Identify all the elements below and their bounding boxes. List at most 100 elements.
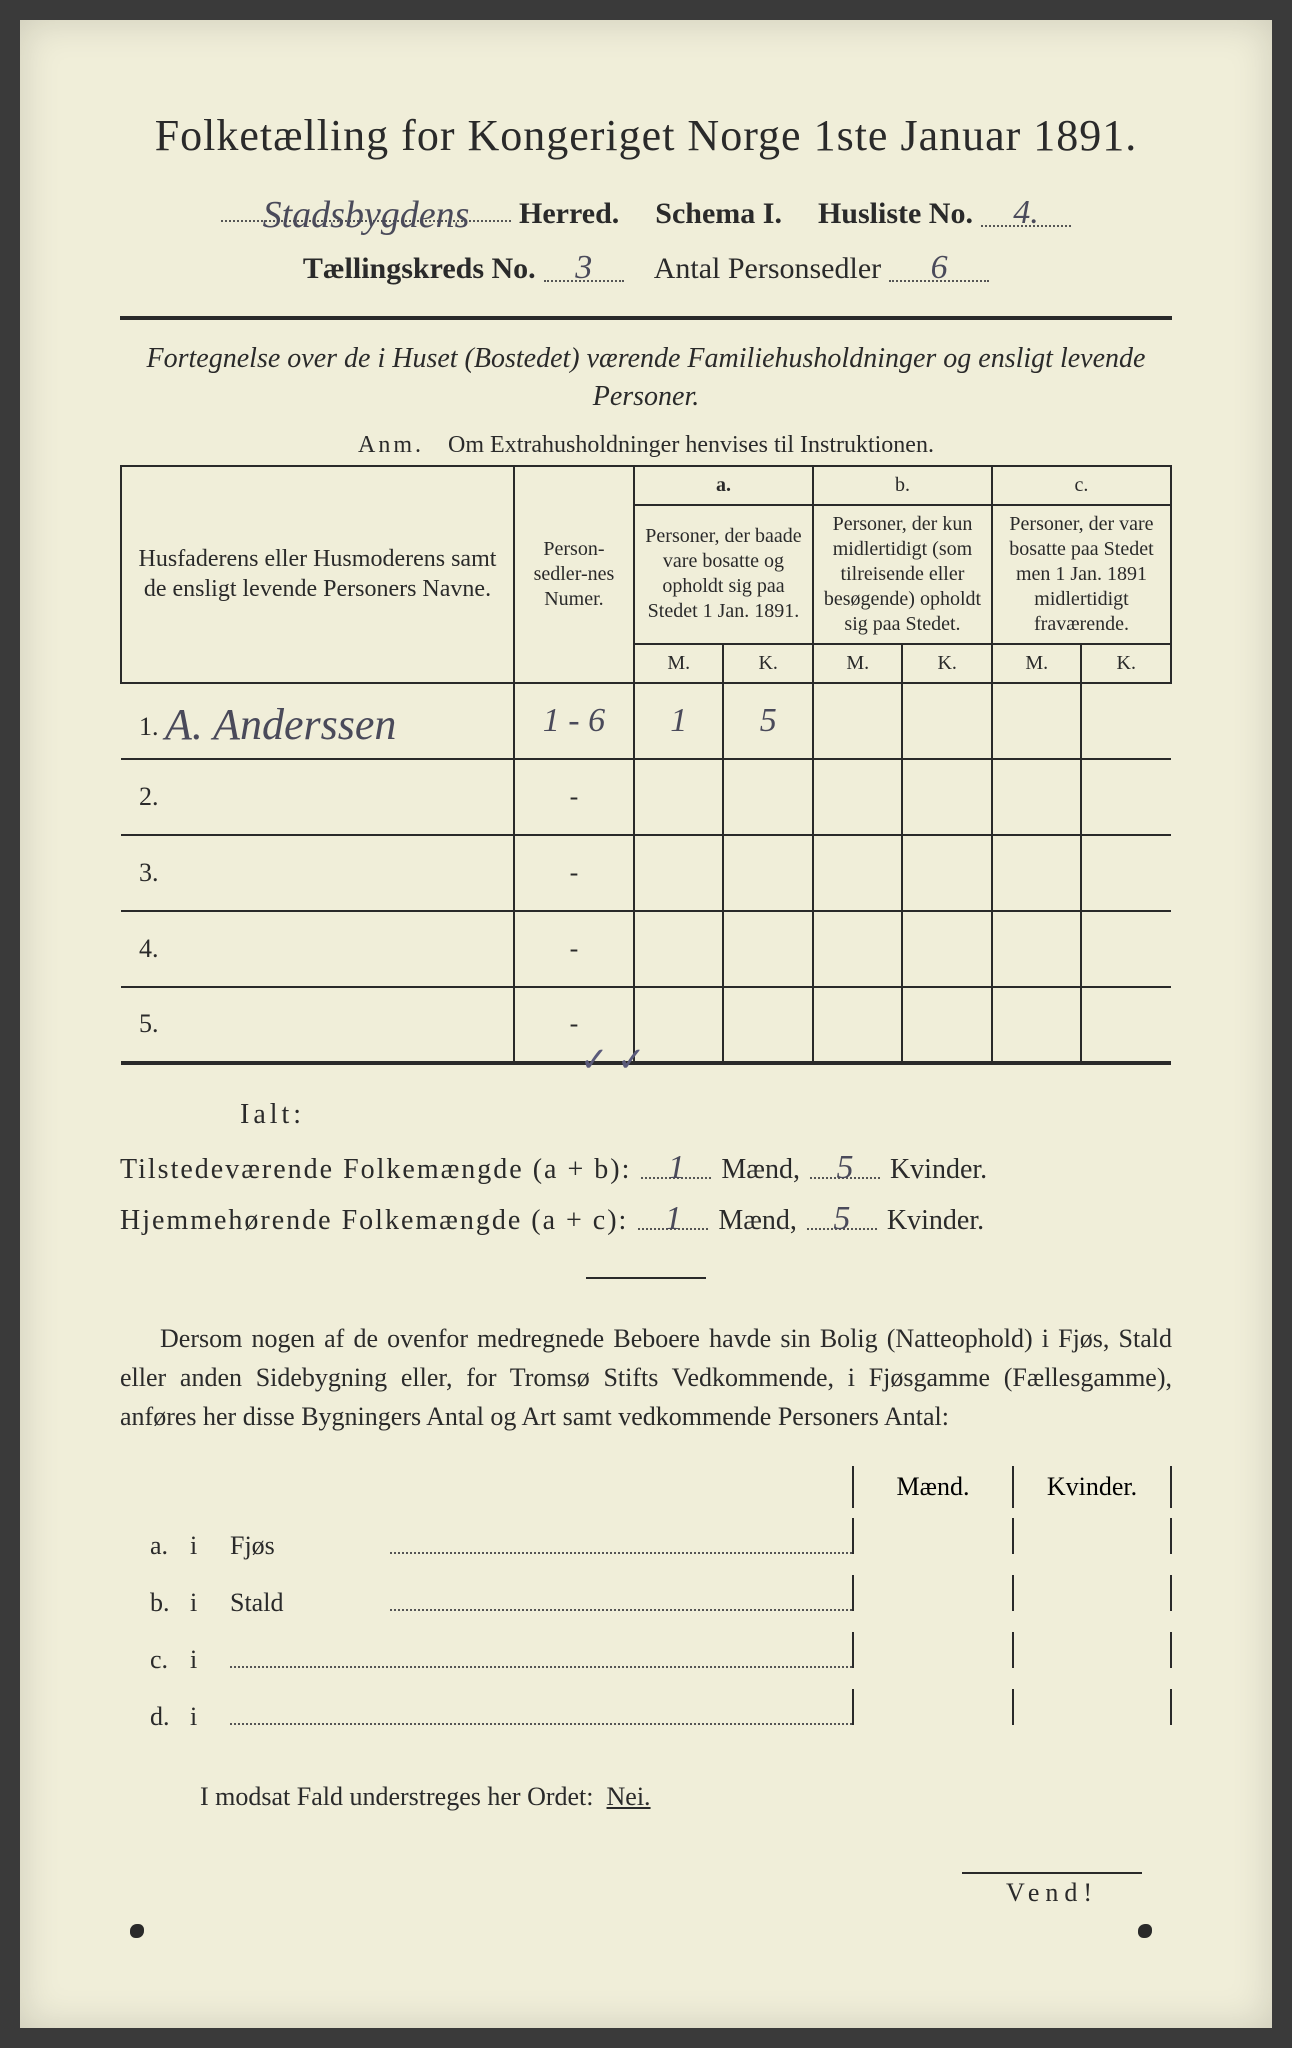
col-a-text: Personer, der baade vare bosatte og opho… (634, 505, 813, 644)
col-c-text: Personer, der vare bosatte paa Stedet me… (992, 505, 1171, 644)
page-title: Folketælling for Kongeriget Norge 1ste J… (120, 110, 1172, 161)
mk-header: Mænd. Kvinder. (120, 1466, 1172, 1508)
row-b-k (902, 683, 992, 759)
row-number: 2. (129, 782, 159, 811)
row-numer: 1 - 6 (543, 702, 605, 739)
row-name: A. Anderssen (165, 700, 396, 749)
col-c-label: c. (992, 466, 1171, 505)
totals-section: Ialt: Tilstedeværende Folkemængde (a + b… (120, 1099, 1172, 1237)
t2-m-val: 1 (665, 1200, 682, 1237)
t1-label: Tilstedeværende Folkemængde (a + b): (120, 1154, 631, 1186)
maend-word: Mænd, (718, 1205, 797, 1237)
col-b-text: Personer, der kun midlertidigt (som tilr… (813, 505, 992, 644)
anm-line: Anm. Om Extrahusholdninger henvises til … (120, 432, 1172, 459)
rule-1 (120, 316, 1172, 320)
opt-m-cell (852, 1632, 1012, 1668)
row-numer: - (514, 835, 634, 911)
row-number: 3. (129, 858, 159, 887)
header-line-2: Stadsbygdens Herred. Schema I. Husliste … (120, 189, 1172, 231)
table-row: 5. - (121, 987, 1171, 1063)
maend-word: Mænd, (721, 1154, 800, 1186)
opt-a-label: a. (120, 1531, 190, 1561)
col-c-k: K. (1081, 644, 1171, 683)
opt-fjos: Fjøs (230, 1531, 390, 1561)
row-number: 4. (129, 934, 159, 963)
opt-k-cell (1012, 1518, 1172, 1554)
maend-col-header: Mænd. (852, 1466, 1012, 1508)
dotted-line (230, 1642, 852, 1668)
t1-k-val: 5 (836, 1149, 853, 1186)
opt-m-cell (852, 1518, 1012, 1554)
vend-label: Vend! (962, 1872, 1142, 1908)
table-row: 1. A. Anderssen 1 - 6 1 5 (121, 683, 1171, 759)
option-row-c: c. i (120, 1632, 1172, 1675)
dotted-line (230, 1699, 852, 1725)
anm-text: Om Extrahusholdninger henvises til Instr… (448, 432, 934, 458)
kvinder-word: Kvinder. (887, 1205, 984, 1237)
col-a-k: K. (723, 644, 813, 683)
anm-label: Anm. (358, 432, 424, 458)
antal-value: 6 (931, 249, 948, 286)
nei-text: I modsat Fald understreges her Ordet: (200, 1782, 594, 1811)
ink-blot (1138, 1924, 1152, 1938)
kvinder-word: Kvinder. (890, 1154, 987, 1186)
row-numer: - (514, 911, 634, 987)
opt-k-cell (1012, 1632, 1172, 1668)
ialt-label: Ialt: (240, 1099, 1172, 1131)
opt-i: i (190, 1702, 230, 1732)
col-c-m: M. (992, 644, 1082, 683)
total-row-1: Tilstedeværende Folkemængde (a + b): 1 M… (120, 1149, 1172, 1186)
t1-m-val: 1 (668, 1149, 685, 1186)
row-b-m (813, 683, 903, 759)
table-body: 1. A. Anderssen 1 - 6 1 5 2. - 3. - (121, 683, 1171, 1063)
opt-m-cell (852, 1575, 1012, 1611)
row-number: 1. (129, 712, 159, 741)
option-row-d: d. i (120, 1689, 1172, 1732)
herred-name-handwritten: Stadsbygdens (263, 194, 470, 236)
opt-i: i (190, 1531, 230, 1561)
nei-line: I modsat Fald understreges her Ordet: Ne… (120, 1782, 1172, 1812)
option-row-b: b. i Stald (120, 1575, 1172, 1618)
row-number: 5. (129, 1009, 159, 1038)
col-names-header: Husfaderens eller Husmoderens samt de en… (121, 466, 514, 683)
dotted-line (390, 1528, 852, 1554)
row-c-k (1081, 683, 1171, 759)
kvinder-col-header: Kvinder. (1012, 1466, 1172, 1508)
row-numer: - (514, 759, 634, 835)
total-row-2: Hjemmehørende Folkemængde (a + c): 1 Mæn… (120, 1200, 1172, 1237)
short-rule (586, 1277, 706, 1279)
opt-i: i (190, 1588, 230, 1618)
col-b-m: M. (813, 644, 903, 683)
table-row: 3. - (121, 835, 1171, 911)
building-paragraph: Dersom nogen af de ovenfor medregnede Be… (120, 1319, 1172, 1436)
opt-c-label: c. (120, 1645, 190, 1675)
herred-label: Herred. (519, 197, 619, 231)
opt-m-cell (852, 1689, 1012, 1725)
t2-k-val: 5 (833, 1200, 850, 1237)
table-row: 4. - (121, 911, 1171, 987)
opt-k-cell (1012, 1575, 1172, 1611)
ink-blot (130, 1924, 144, 1938)
col-a-label: a. (634, 466, 813, 505)
husliste-label: Husliste No. (818, 197, 973, 231)
col-a-m: M. (634, 644, 724, 683)
row-c-m (992, 683, 1082, 759)
tkreds-value: 3 (575, 249, 592, 286)
t2-label: Hjemmehørende Folkemængde (a + c): (120, 1205, 628, 1237)
tick-marks: ✓ ✓ (580, 1040, 645, 1080)
opt-stald: Stald (230, 1588, 390, 1618)
antal-label: Antal Personsedler (654, 252, 881, 286)
subtitle: Fortegnelse over de i Huset (Bostedet) v… (120, 340, 1172, 416)
header-line-3: Tællingskreds No. 3 Antal Personsedler 6 (120, 249, 1172, 286)
row-a-m: 1 (670, 702, 687, 739)
nei-word: Nei. (607, 1782, 651, 1811)
census-table: Husfaderens eller Husmoderens samt de en… (120, 465, 1172, 1065)
census-form-page: Folketælling for Kongeriget Norge 1ste J… (20, 20, 1272, 2028)
husliste-value: 4. (1013, 194, 1039, 231)
tkreds-label: Tællingskreds No. (303, 252, 536, 286)
opt-k-cell (1012, 1689, 1172, 1725)
row-a-k: 5 (760, 702, 777, 739)
dotted-line (390, 1585, 852, 1611)
opt-d-label: d. (120, 1702, 190, 1732)
col-b-k: K. (902, 644, 992, 683)
